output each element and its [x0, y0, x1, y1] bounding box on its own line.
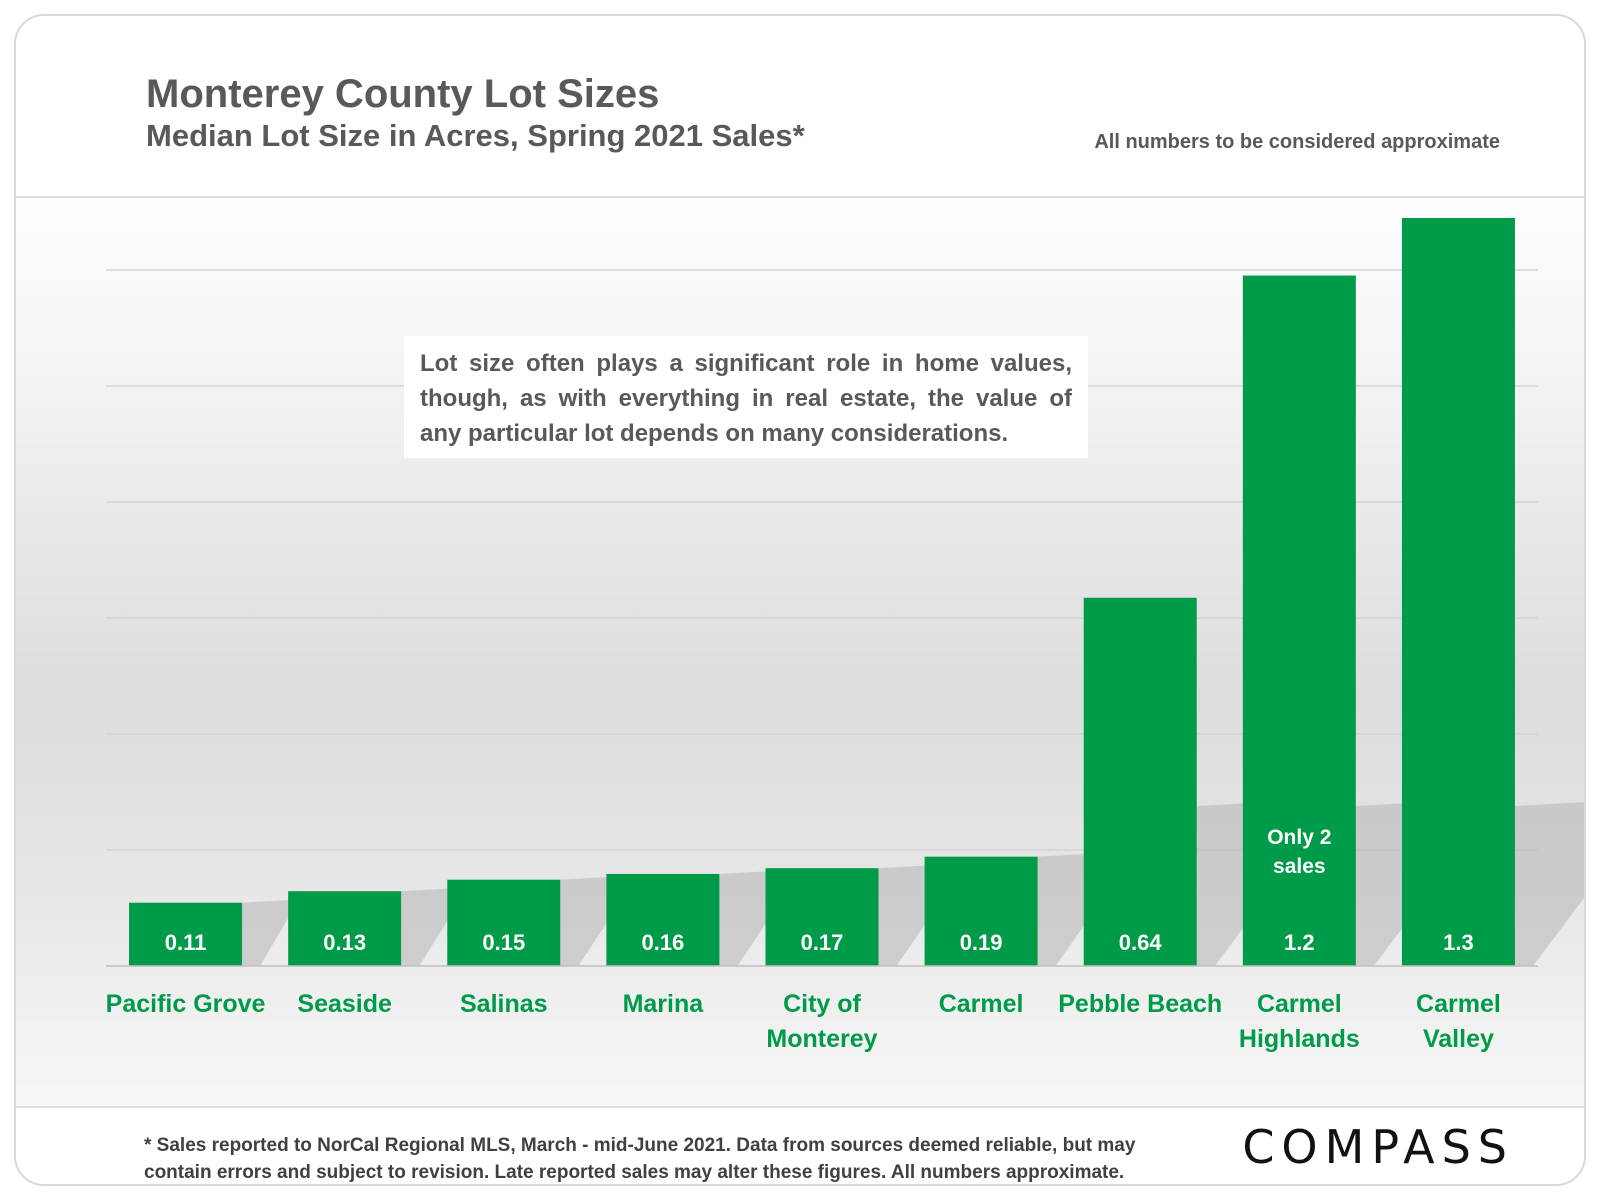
chart-card: Monterey County Lot Sizes Median Lot Siz…	[14, 14, 1586, 1186]
value-label: 0.17	[801, 930, 844, 955]
category-label: City of	[783, 990, 861, 1018]
compass-logo: COMPASS	[1242, 1120, 1514, 1174]
value-label: 0.64	[1119, 930, 1163, 955]
bar-6	[1083, 597, 1197, 966]
bar-2	[447, 879, 561, 966]
footnote: * Sales reported to NorCal Regional MLS,…	[144, 1135, 1136, 1183]
bar-shadow	[242, 899, 300, 966]
category-label: Carmel	[939, 990, 1024, 1018]
chart-title: Monterey County Lot Sizes	[146, 72, 660, 116]
category-label: Seaside	[297, 990, 392, 1018]
bar-0	[129, 902, 243, 966]
bar-shadow	[1514, 802, 1584, 966]
value-label: 0.16	[641, 930, 684, 955]
chart-header: Monterey County Lot Sizes Median Lot Siz…	[16, 16, 1584, 198]
bar-4	[765, 868, 879, 966]
bar-1	[288, 891, 402, 966]
value-label: 1.3	[1443, 930, 1474, 955]
value-label: 0.13	[323, 930, 366, 955]
callout-box: Lot size often plays a significant role …	[404, 336, 1088, 458]
category-label: Highlands	[1239, 1025, 1360, 1053]
category-label: Carmel	[1257, 990, 1342, 1018]
bar-3	[606, 873, 720, 966]
value-label: 0.19	[960, 930, 1003, 955]
footer: * Sales reported to NorCal Regional MLS,…	[16, 1106, 1584, 1184]
bar-7	[1242, 275, 1356, 966]
category-label: Carmel	[1416, 990, 1501, 1018]
approximate-note: All numbers to be considered approximate	[1094, 131, 1500, 153]
bar-annotation: Only 2	[1267, 826, 1331, 849]
category-label: Pacific Grove	[106, 990, 266, 1018]
category-label: Salinas	[460, 990, 548, 1018]
category-label: Pebble Beach	[1058, 990, 1222, 1018]
chart-subtitle: Median Lot Size in Acres, Spring 2021 Sa…	[146, 118, 805, 153]
category-label: Valley	[1423, 1025, 1494, 1053]
bar-5	[924, 856, 1038, 966]
bar-8	[1401, 218, 1515, 966]
category-label: Monterey	[766, 1025, 877, 1053]
value-label: 1.2	[1284, 930, 1315, 955]
category-label: Marina	[623, 990, 705, 1018]
value-label: 0.15	[482, 930, 525, 955]
bar-chart: 0.11 Pacific Grove 0.13 Seaside 0.15 Salinas 0…	[106, 218, 1584, 1053]
bar-annotation: sales	[1273, 855, 1326, 878]
value-label: 0.11	[165, 930, 207, 955]
callout-text: Lot size often plays a significant role …	[420, 350, 1072, 447]
